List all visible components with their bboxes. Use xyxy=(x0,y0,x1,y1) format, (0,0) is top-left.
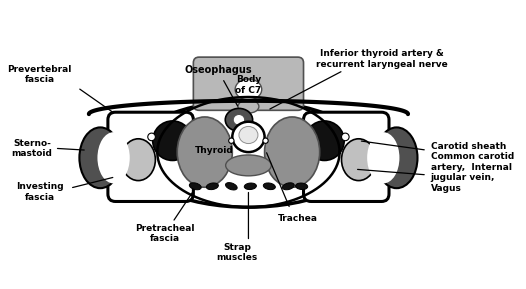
Text: Sterno-
mastoid: Sterno- mastoid xyxy=(12,139,53,158)
Text: Investing
fascia: Investing fascia xyxy=(16,182,63,202)
Ellipse shape xyxy=(206,183,218,190)
Ellipse shape xyxy=(97,132,130,184)
Ellipse shape xyxy=(177,117,232,187)
Circle shape xyxy=(263,138,268,143)
Text: Trachea: Trachea xyxy=(278,214,318,223)
Circle shape xyxy=(305,121,344,160)
FancyBboxPatch shape xyxy=(304,112,389,201)
Ellipse shape xyxy=(232,122,265,152)
Ellipse shape xyxy=(238,100,259,113)
FancyBboxPatch shape xyxy=(194,57,304,110)
Ellipse shape xyxy=(264,183,275,190)
Ellipse shape xyxy=(226,155,271,176)
Ellipse shape xyxy=(79,127,121,188)
Ellipse shape xyxy=(130,101,366,207)
Ellipse shape xyxy=(376,127,418,188)
Text: Body
of C7: Body of C7 xyxy=(235,75,261,95)
Ellipse shape xyxy=(235,79,262,100)
Circle shape xyxy=(229,138,234,143)
Text: Oseophagus: Oseophagus xyxy=(184,65,252,106)
Ellipse shape xyxy=(121,139,155,181)
Circle shape xyxy=(148,133,155,141)
Ellipse shape xyxy=(244,183,256,190)
Ellipse shape xyxy=(233,114,245,125)
FancyBboxPatch shape xyxy=(108,112,194,201)
Ellipse shape xyxy=(296,183,308,190)
Text: Pretracheal
fascia: Pretracheal fascia xyxy=(135,224,195,243)
Text: Strap
muscles: Strap muscles xyxy=(216,243,258,262)
Ellipse shape xyxy=(341,139,376,181)
Circle shape xyxy=(341,133,349,141)
Ellipse shape xyxy=(189,183,201,190)
Ellipse shape xyxy=(282,183,294,190)
Circle shape xyxy=(153,121,192,160)
Ellipse shape xyxy=(225,108,252,131)
Ellipse shape xyxy=(367,132,399,184)
Text: Inferior thyroid artery &
recurrent laryngeal nerve: Inferior thyroid artery & recurrent lary… xyxy=(316,49,447,69)
Text: Carotid sheath
Common carotid
artery,  Internal
jugular vein,
Vagus: Carotid sheath Common carotid artery, In… xyxy=(431,142,514,192)
Ellipse shape xyxy=(265,117,320,187)
Text: Prevertebral
fascia: Prevertebral fascia xyxy=(7,64,72,84)
Text: Thyroid: Thyroid xyxy=(195,146,234,155)
Ellipse shape xyxy=(239,127,258,144)
Ellipse shape xyxy=(226,183,237,190)
